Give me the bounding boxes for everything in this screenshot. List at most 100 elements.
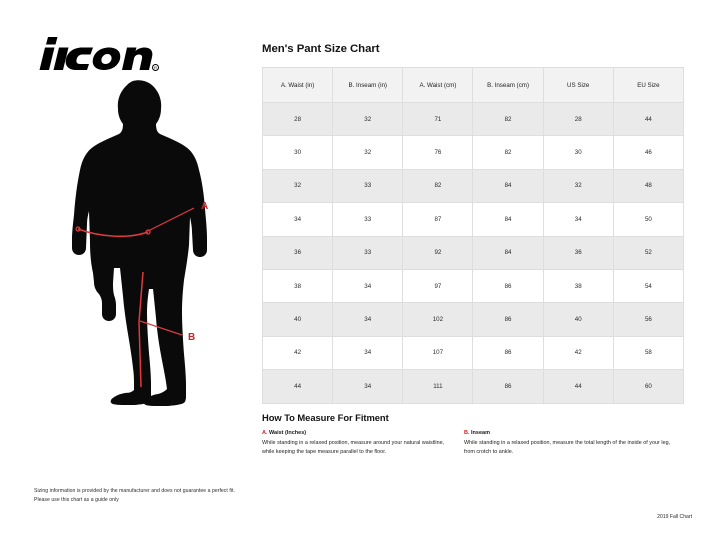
table-cell: 36 xyxy=(542,235,614,270)
measure-item-waist: A. Waist (Inches) While standing in a re… xyxy=(262,430,458,458)
table-row: 32 33 82 84 32 48 xyxy=(261,168,685,204)
table-cell: 42 xyxy=(542,335,614,371)
measure-marker-a: A. xyxy=(262,430,268,436)
table-cell: 32 xyxy=(542,168,614,204)
measure-item-heading: B. Inseam xyxy=(464,430,676,436)
table-cell: 33 xyxy=(332,235,404,270)
table-cell: 38 xyxy=(542,268,614,304)
table-cell: 82 xyxy=(402,168,474,204)
table-cell: 86 xyxy=(472,369,544,404)
column-header: A. Waist (cm) xyxy=(402,67,474,103)
table-cell: 71 xyxy=(402,101,474,137)
table-row: 38 34 97 86 38 54 xyxy=(261,268,685,304)
page-title: Men's Pant Size Chart xyxy=(262,43,380,55)
sizing-disclaimer: Sizing information is provided by the ma… xyxy=(34,487,249,505)
table-cell: 30 xyxy=(261,135,334,170)
table-cell: 84 xyxy=(472,168,544,204)
table-cell: 33 xyxy=(332,168,404,204)
column-header: B. Inseam (cm) xyxy=(472,67,544,103)
male-silhouette-shape xyxy=(72,80,207,407)
table-cell: 82 xyxy=(472,135,544,170)
measure-item-inseam: B. Inseam While standing in a relaxed po… xyxy=(464,430,676,458)
table-cell: 84 xyxy=(472,235,544,270)
table-cell: 32 xyxy=(332,101,404,137)
label-b: B xyxy=(188,332,195,343)
table-cell: 34 xyxy=(261,202,334,237)
measure-marker-b: B. xyxy=(464,430,470,436)
table-cell: 58 xyxy=(612,335,685,371)
table-row: 44 34 111 86 44 60 xyxy=(261,369,685,404)
table-cell: 32 xyxy=(261,168,334,204)
table-cell: 52 xyxy=(612,235,685,270)
table-cell: 46 xyxy=(612,135,685,170)
table-header: A. Waist (in) B. Inseam (in) A. Waist (c… xyxy=(261,67,685,103)
table-cell: 60 xyxy=(612,369,685,404)
measure-name-b: Inseam xyxy=(471,430,490,436)
table-header-row: A. Waist (in) B. Inseam (in) A. Waist (c… xyxy=(261,67,685,103)
table-cell: 40 xyxy=(261,302,334,337)
column-header: A. Waist (in) xyxy=(261,67,334,103)
disclaimer-line-2: Please use this chart as a guide only xyxy=(34,496,119,503)
table-cell: 102 xyxy=(402,302,474,337)
table-cell: 28 xyxy=(542,101,614,137)
disclaimer-line-1: Sizing information is provided by the ma… xyxy=(34,488,235,494)
table-row: 30 32 76 82 30 46 xyxy=(261,135,685,170)
table-cell: 56 xyxy=(612,302,685,337)
table-cell: 54 xyxy=(612,268,685,304)
table-row: 28 32 71 82 28 44 xyxy=(261,101,685,137)
table-cell: 76 xyxy=(402,135,474,170)
table-cell: 33 xyxy=(332,202,404,237)
table-cell: 97 xyxy=(402,268,474,304)
table-cell: 84 xyxy=(472,202,544,237)
table-cell: 42 xyxy=(261,335,334,371)
table-cell: 30 xyxy=(542,135,614,170)
how-to-measure-title: How To Measure For Fitment xyxy=(262,412,389,423)
table-cell: 44 xyxy=(612,101,685,137)
table-row: 36 33 92 84 36 52 xyxy=(261,235,685,270)
column-header: US Size xyxy=(542,67,614,103)
left-panel: R A xyxy=(0,0,258,540)
table-cell: 34 xyxy=(332,335,404,371)
table-cell: 82 xyxy=(472,101,544,137)
table-cell: 92 xyxy=(402,235,474,270)
icon-brand-logo: R xyxy=(34,34,160,74)
table-row: 34 33 87 84 34 50 xyxy=(261,202,685,237)
waist-measure-line-a xyxy=(75,207,195,238)
table-cell: 44 xyxy=(261,369,334,404)
table-cell: 50 xyxy=(612,202,685,237)
table-cell: 86 xyxy=(472,335,544,371)
body-measurement-diagram: A B xyxy=(60,72,250,412)
table-cell: 87 xyxy=(402,202,474,237)
size-chart-table: A. Waist (in) B. Inseam (in) A. Waist (c… xyxy=(261,67,685,404)
table-cell: 44 xyxy=(542,369,614,404)
table-cell: 86 xyxy=(472,302,544,337)
table-cell: 28 xyxy=(261,101,334,137)
table-row: 42 34 107 86 42 58 xyxy=(261,335,685,371)
chart-edition-label: 2019 Fall Chart xyxy=(657,514,692,520)
measure-item-heading: A. Waist (Inches) xyxy=(262,430,458,436)
svg-text:R: R xyxy=(154,65,157,70)
table-cell: 36 xyxy=(261,235,334,270)
table-cell: 38 xyxy=(261,268,334,304)
right-panel: Men's Pant Size Chart A. Waist (in) B. I… xyxy=(258,0,720,540)
table-cell: 34 xyxy=(542,202,614,237)
table-cell: 32 xyxy=(332,135,404,170)
table-cell: 34 xyxy=(332,302,404,337)
table-cell: 40 xyxy=(542,302,614,337)
table-cell: 107 xyxy=(402,335,474,371)
table-cell: 111 xyxy=(402,369,474,404)
table-cell: 34 xyxy=(332,369,404,404)
table-row: 40 34 102 86 40 56 xyxy=(261,302,685,337)
how-to-measure-section: How To Measure For Fitment A. Waist (Inc… xyxy=(262,412,686,458)
measure-name-a: Waist (Inches) xyxy=(269,430,307,436)
table-cell: 86 xyxy=(472,268,544,304)
table-body: 28 32 71 82 28 44 30 32 76 82 30 46 32 3… xyxy=(261,101,685,404)
inseam-measure-line-b xyxy=(138,271,183,388)
measure-description-b: While standing in a relaxed position, me… xyxy=(464,439,671,456)
label-a: A xyxy=(201,201,208,212)
table-cell: 34 xyxy=(332,268,404,304)
measure-description-a: While standing in a relaxed position, me… xyxy=(262,439,445,456)
column-header: B. Inseam (in) xyxy=(332,67,404,103)
column-header: EU Size xyxy=(612,67,685,103)
table-cell: 48 xyxy=(612,168,685,204)
